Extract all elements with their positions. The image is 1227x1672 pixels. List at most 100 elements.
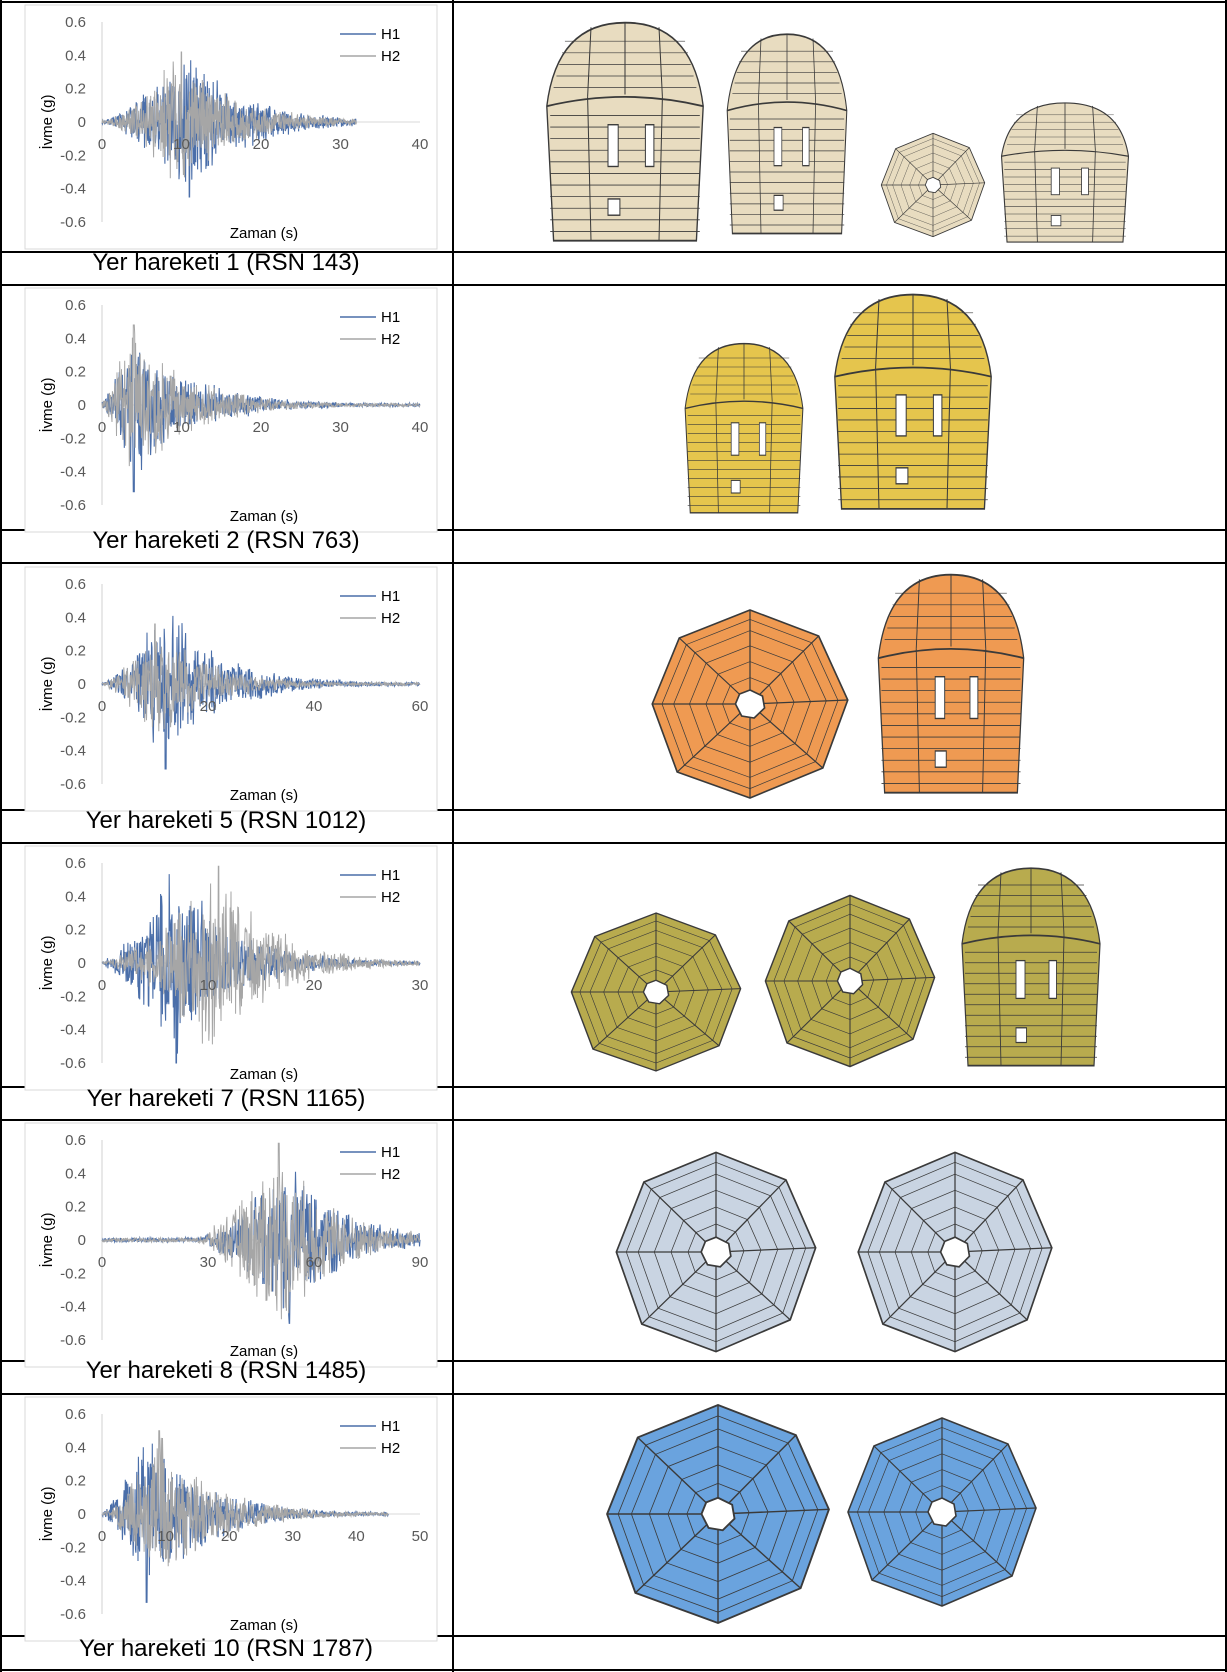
table-rule bbox=[0, 284, 1227, 286]
legend-label-h2: H2 bbox=[381, 48, 400, 65]
x-axis-title: Zaman (s) bbox=[230, 508, 298, 525]
ground-motion-caption: Yer hareketi 7 (RSN 1165) bbox=[86, 1085, 366, 1112]
x-tick-label: 30 bbox=[412, 977, 429, 994]
chart-frame bbox=[24, 287, 438, 533]
y-axis-title: İvme (g) bbox=[38, 1212, 56, 1267]
y-tick-label: 0 bbox=[78, 114, 86, 131]
table-rule bbox=[0, 1119, 1227, 1121]
masonry-dome-top-view bbox=[651, 609, 849, 799]
x-tick-label: 0 bbox=[98, 419, 106, 436]
masonry-dome-top-view bbox=[570, 912, 742, 1072]
x-tick-label: 20 bbox=[200, 698, 217, 715]
legend-label-h1: H1 bbox=[381, 867, 400, 884]
x-tick-label: 40 bbox=[306, 698, 323, 715]
y-tick-label: 0.4 bbox=[65, 1439, 86, 1456]
y-tick-label: 0.4 bbox=[65, 330, 86, 347]
y-tick-label: 0.6 bbox=[65, 576, 86, 593]
x-tick-label: 0 bbox=[98, 1528, 106, 1545]
x-tick-label: 40 bbox=[412, 136, 429, 153]
x-tick-label: 40 bbox=[348, 1528, 365, 1545]
y-tick-label: 0.6 bbox=[65, 297, 86, 314]
ground-motion-chart: 0.6 0.4 0.2 0 -0.2 -0.4 -0.6 0 10 20 30 40 İvme (g) Z… bbox=[24, 4, 438, 250]
x-tick-label: 0 bbox=[98, 1254, 106, 1271]
series-line-h2 bbox=[101, 865, 421, 1045]
table-column-rule bbox=[1225, 0, 1227, 1672]
ground-motion-chart: 0.6 0.4 0.2 0 -0.2 -0.4 -0.6 0 10 20 30 40 50 İvme (g… bbox=[24, 1396, 438, 1642]
masonry-dome-top-view bbox=[606, 1403, 830, 1625]
x-axis-title: Zaman (s) bbox=[230, 1343, 298, 1360]
ground-motion-caption: Yer hareketi 10 (RSN 1787) bbox=[79, 1635, 373, 1662]
y-tick-label: 0 bbox=[78, 676, 86, 693]
y-axis-title: İvme (g) bbox=[38, 1486, 56, 1541]
ground-motion-chart: 0.6 0.4 0.2 0 -0.2 -0.4 -0.6 0 10 20 30 40 İvme (g) Z… bbox=[24, 287, 438, 533]
y-tick-label: -0.2 bbox=[60, 988, 86, 1005]
x-tick-label: 90 bbox=[412, 1254, 429, 1271]
x-tick-label: 30 bbox=[284, 1528, 301, 1545]
y-axis-title: İvme (g) bbox=[38, 377, 56, 432]
y-tick-label: 0.6 bbox=[65, 1132, 86, 1149]
x-tick-label: 0 bbox=[98, 977, 106, 994]
y-tick-label: -0.4 bbox=[60, 743, 86, 760]
legend-label-h1: H1 bbox=[381, 26, 400, 43]
y-tick-label: -0.2 bbox=[60, 1539, 86, 1556]
table-rule bbox=[0, 809, 1227, 811]
x-tick-label: 30 bbox=[332, 136, 349, 153]
table-rule bbox=[0, 1635, 1227, 1637]
y-axis-title: İvme (g) bbox=[38, 94, 56, 149]
y-tick-label: 0 bbox=[78, 1232, 86, 1249]
x-tick-label: 20 bbox=[253, 419, 270, 436]
y-tick-label: 0.2 bbox=[65, 922, 86, 939]
y-tick-label: 0.4 bbox=[65, 609, 86, 626]
y-tick-label: -0.6 bbox=[60, 1055, 86, 1072]
ground-motion-caption: Yer hareketi 8 (RSN 1485) bbox=[85, 1357, 367, 1384]
masonry-dome-top-view bbox=[847, 1417, 1037, 1607]
y-axis-title: İvme (g) bbox=[38, 656, 56, 711]
table-column-rule bbox=[0, 0, 2, 1672]
x-tick-label: 10 bbox=[173, 136, 190, 153]
y-tick-label: -0.4 bbox=[60, 181, 86, 198]
table-rule bbox=[0, 1393, 1227, 1395]
legend-label-h2: H2 bbox=[381, 1440, 400, 1457]
y-tick-label: 0.2 bbox=[65, 364, 86, 381]
masonry-tower-model bbox=[684, 342, 804, 514]
y-tick-label: -0.6 bbox=[60, 497, 86, 514]
masonry-dome-top-view bbox=[857, 1151, 1053, 1353]
y-tick-label: 0 bbox=[78, 955, 86, 972]
ground-motion-caption: Yer hareketi 2 (RSN 763) bbox=[92, 527, 360, 554]
y-tick-label: -0.4 bbox=[60, 1022, 86, 1039]
legend-label-h2: H2 bbox=[381, 889, 400, 906]
y-tick-label: 0.2 bbox=[65, 81, 86, 98]
y-tick-label: 0 bbox=[78, 1506, 86, 1523]
y-tick-label: 0.4 bbox=[65, 1165, 86, 1182]
y-tick-label: -0.2 bbox=[60, 430, 86, 447]
chart-svg: 0.6 0.4 0.2 0 -0.2 -0.4 -0.6 0 30 60 90 İvme (g) Zam… bbox=[24, 1122, 438, 1368]
table-rule bbox=[0, 1, 1227, 3]
x-axis-title: Zaman (s) bbox=[230, 787, 298, 804]
y-tick-label: 0.2 bbox=[65, 643, 86, 660]
y-tick-label: 0.6 bbox=[65, 855, 86, 872]
x-axis-title: Zaman (s) bbox=[230, 1617, 298, 1634]
x-tick-label: 20 bbox=[253, 136, 270, 153]
y-tick-label: -0.2 bbox=[60, 147, 86, 164]
masonry-dome-top-view bbox=[880, 132, 986, 238]
x-tick-label: 10 bbox=[157, 1528, 174, 1545]
legend-label-h1: H1 bbox=[381, 588, 400, 605]
y-tick-label: 0.4 bbox=[65, 888, 86, 905]
x-tick-label: 20 bbox=[221, 1528, 238, 1545]
x-tick-label: 0 bbox=[98, 136, 106, 153]
ground-motion-chart: 0.6 0.4 0.2 0 -0.2 -0.4 -0.6 0 30 60 90 İvme (g) Zam… bbox=[24, 1122, 438, 1368]
legend-label-h2: H2 bbox=[381, 331, 400, 348]
y-tick-label: -0.4 bbox=[60, 464, 86, 481]
masonry-tower-model bbox=[877, 573, 1025, 794]
y-tick-label: 0 bbox=[78, 397, 86, 414]
chart-svg: 0.6 0.4 0.2 0 -0.2 -0.4 -0.6 0 20 40 60 İvme (g) Zam… bbox=[24, 566, 438, 812]
table-rule bbox=[0, 1669, 1227, 1671]
table-rule bbox=[0, 1360, 1227, 1362]
masonry-tower-model bbox=[1000, 102, 1130, 243]
y-tick-label: -0.6 bbox=[60, 214, 86, 231]
masonry-dome-top-view bbox=[615, 1151, 817, 1353]
table-rule bbox=[0, 251, 1227, 253]
table-rule bbox=[0, 1086, 1227, 1088]
y-tick-label: -0.6 bbox=[60, 776, 86, 793]
ground-motion-chart: 0.6 0.4 0.2 0 -0.2 -0.4 -0.6 0 20 40 60 İvme (g) Zam… bbox=[24, 566, 438, 812]
